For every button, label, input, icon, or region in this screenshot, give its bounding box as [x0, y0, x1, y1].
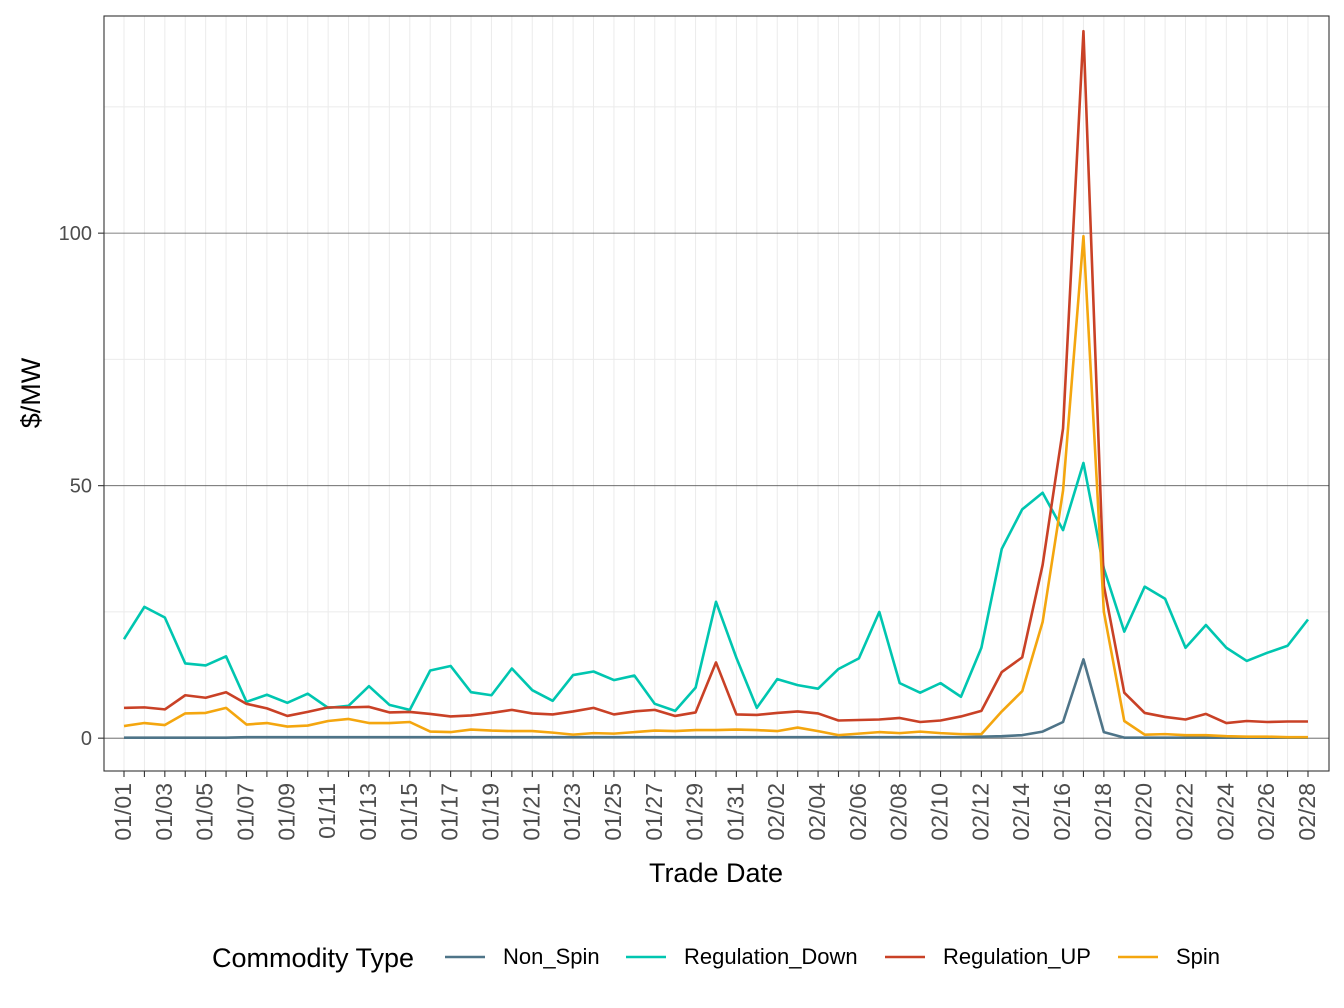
x-tick-label: 02/04 — [804, 783, 830, 841]
x-tick-label: 02/18 — [1090, 783, 1116, 841]
legend-label: Regulation_UP — [943, 944, 1091, 969]
x-tick-label: 02/02 — [763, 783, 789, 841]
y-tick-label: 50 — [70, 476, 92, 498]
x-tick-label: 01/15 — [396, 783, 422, 841]
y-tick-label: 100 — [59, 223, 92, 245]
x-tick-label: 01/13 — [355, 783, 381, 841]
x-tick-label: 01/19 — [477, 783, 503, 841]
x-tick-label: 02/10 — [927, 783, 953, 841]
x-axis: 01/01 01/03 01/05 01/07 01/09 01/11 01/13 01/15… — [110, 771, 1320, 841]
x-tick-label: 01/23 — [559, 783, 585, 841]
x-tick-label: 02/20 — [1131, 783, 1157, 841]
x-tick-label: 01/11 — [314, 783, 340, 839]
x-tick-label: 01/17 — [437, 783, 463, 841]
x-tick-label: 01/27 — [641, 783, 667, 841]
series-line-non-spin — [124, 658, 1308, 739]
series-line-regulation-up — [123, 29, 1308, 725]
x-tick-label: 02/26 — [1253, 783, 1279, 841]
x-tick-label: 01/05 — [192, 783, 218, 841]
x-tick-label: 02/12 — [967, 783, 993, 841]
x-tick-label: 02/14 — [1008, 783, 1034, 841]
series-lines — [122, 29, 1310, 739]
x-tick-label: 02/22 — [1172, 783, 1198, 841]
y-axis: 0 50 100 — [59, 223, 104, 750]
x-tick-label: 01/03 — [151, 783, 177, 841]
x-tick-label: 01/09 — [273, 783, 299, 841]
x-tick-label: 02/24 — [1212, 783, 1238, 841]
x-tick-label: 02/06 — [845, 783, 871, 841]
legend-label: Spin — [1176, 944, 1220, 969]
series-line-regulation-down — [122, 461, 1310, 713]
x-tick-label: 01/31 — [722, 783, 748, 841]
x-tick-label: 01/25 — [600, 783, 626, 841]
legend-title: Commodity Type — [212, 943, 414, 973]
y-tick-label: 0 — [81, 728, 92, 750]
legend-label: Regulation_Down — [684, 944, 858, 969]
legend: Commodity Type Non_Spin Regulation_Down Re… — [212, 943, 1220, 973]
x-tick-label: 01/07 — [232, 783, 258, 841]
x-tick-label: 02/28 — [1294, 783, 1320, 841]
legend-label: Non_Spin — [503, 944, 600, 969]
x-tick-label: 01/21 — [518, 783, 544, 841]
series-line-spin — [123, 234, 1308, 739]
grid-lines — [104, 16, 1329, 771]
x-axis-title: Trade Date — [649, 858, 783, 888]
y-axis-title: $/MW — [16, 357, 46, 428]
x-tick-label: 02/08 — [886, 783, 912, 841]
x-tick-label: 01/01 — [110, 783, 136, 841]
x-tick-label: 02/16 — [1049, 783, 1075, 841]
x-tick-label: 01/29 — [682, 783, 708, 841]
